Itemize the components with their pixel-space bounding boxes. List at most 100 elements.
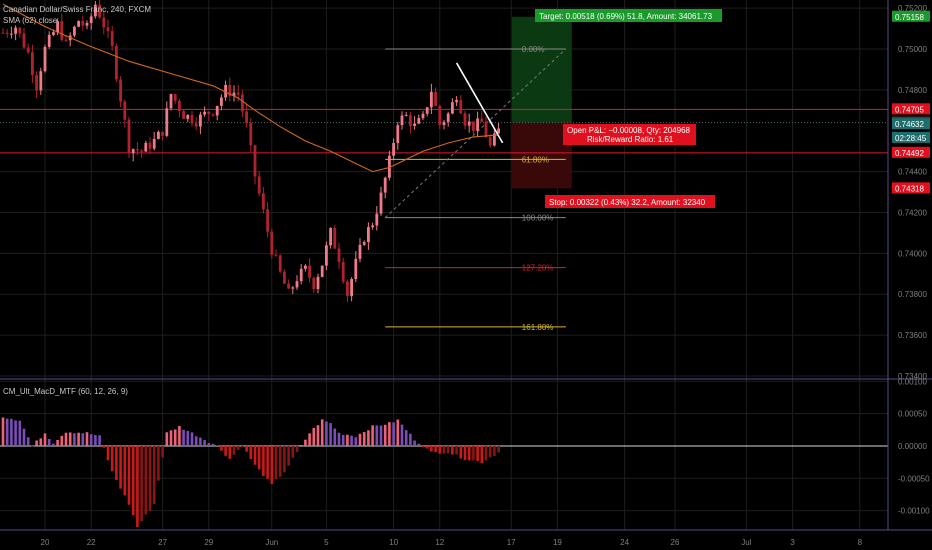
price-tick-label: 0.74000 <box>898 249 927 258</box>
price-tick-label: 0.73800 <box>898 290 927 299</box>
candle-body <box>467 121 471 126</box>
macd-bar <box>94 435 97 446</box>
price-tick-label: 0.74400 <box>898 168 927 177</box>
macd-bar <box>379 425 383 446</box>
macd-bar <box>409 433 412 446</box>
date-tick-label: 24 <box>620 538 629 547</box>
macd-bar <box>383 424 387 446</box>
macd-bar <box>446 445 450 454</box>
macd-bar <box>362 432 366 446</box>
candle-body <box>476 118 479 131</box>
candle-body <box>89 16 93 24</box>
legend: Canadian Dollar/Swiss Franc, 240, FXCM S… <box>3 4 151 26</box>
candle-body <box>215 105 219 116</box>
macd-bar <box>341 434 345 446</box>
candle-body <box>52 32 55 35</box>
candle-body <box>304 265 307 269</box>
macd-bar <box>194 436 198 446</box>
macd-bar <box>354 437 358 446</box>
macd-bar <box>316 425 320 446</box>
candle-body <box>245 111 248 124</box>
macd-bar <box>190 432 194 446</box>
macd-bar <box>31 445 34 447</box>
macd-bar <box>421 445 425 448</box>
candle-body <box>43 46 47 72</box>
candle-body <box>228 84 232 96</box>
candle-body <box>480 118 484 122</box>
macd-bar <box>14 420 17 446</box>
legend-macd[interactable]: CM_Ult_MacD_MTF (60, 12, 26, 9) <box>3 387 128 396</box>
macd-bar <box>388 422 391 446</box>
candle-body <box>451 102 454 114</box>
candle-body <box>77 21 80 27</box>
macd-bar <box>299 444 303 446</box>
fib-trend-line <box>384 48 567 218</box>
macd-bar <box>52 443 55 446</box>
candle-body <box>224 84 227 98</box>
candle-body <box>26 47 30 53</box>
price-tag <box>892 131 930 143</box>
candle-body <box>493 133 496 146</box>
candle-body <box>14 27 17 34</box>
date-tick-label: 22 <box>87 538 96 547</box>
candle-body <box>136 149 139 151</box>
macd-bar <box>308 433 311 446</box>
legend-symbol[interactable]: Canadian Dollar/Swiss Franc, 240, FXCM <box>3 5 152 14</box>
candle-body <box>367 227 370 243</box>
macd-bar <box>400 424 404 446</box>
candle-body <box>392 142 395 156</box>
candle-body <box>350 278 353 297</box>
macd-bar <box>207 442 211 446</box>
drawings[interactable] <box>455 62 504 144</box>
macd-bar <box>106 445 110 461</box>
macd-bar <box>320 419 324 446</box>
macd-bar <box>295 445 299 452</box>
macd-bar <box>467 445 471 461</box>
macd-bar <box>430 445 433 452</box>
fib-level-label: 100.00% <box>522 214 554 223</box>
macd-bar <box>77 432 80 446</box>
macd-bar <box>215 445 219 446</box>
candle-body <box>396 125 400 143</box>
date-tick-label: 8 <box>858 538 863 547</box>
target-label-box <box>535 9 722 22</box>
candles <box>1 0 500 303</box>
candle-body <box>178 100 181 111</box>
candle-body <box>207 111 211 115</box>
candle-body <box>438 105 442 126</box>
candle-body <box>400 115 404 126</box>
candle-body <box>22 33 26 48</box>
candle-body <box>94 4 97 17</box>
candle-body <box>320 265 324 277</box>
macd-bar <box>493 445 496 456</box>
macd-bar <box>371 425 374 446</box>
macd-bar <box>278 445 282 477</box>
candle-body <box>337 248 341 263</box>
open-pnl-label: Open P&L: −0.00008, Qty: 204968 <box>567 126 691 135</box>
macd-bar <box>425 445 429 449</box>
date-tick-label: 3 <box>790 538 795 547</box>
candle-body <box>262 193 265 210</box>
macd-bar <box>350 435 353 446</box>
macd-bar <box>157 445 160 481</box>
candle-body <box>236 92 240 95</box>
macd-bar <box>26 437 30 446</box>
macd-histogram <box>0 417 888 527</box>
candle-body <box>308 265 311 278</box>
macd-bar <box>182 429 185 446</box>
legend-ma[interactable]: SMA (62) close <box>3 16 58 25</box>
candle-body <box>115 46 118 80</box>
candle-body <box>463 113 467 126</box>
candle-body <box>316 276 320 290</box>
position-zones <box>512 16 572 189</box>
fibonacci-retracement[interactable]: 0.00% 61.80% 100.00% 127.20% 161.80% <box>384 0 567 332</box>
candle-body <box>194 123 198 127</box>
date-tick-label: 5 <box>324 538 329 547</box>
open-pnl-box <box>563 124 696 145</box>
candle-body <box>60 21 64 40</box>
macd-bar <box>375 425 379 446</box>
macd-bar <box>110 445 114 472</box>
candle-body <box>1 32 5 34</box>
